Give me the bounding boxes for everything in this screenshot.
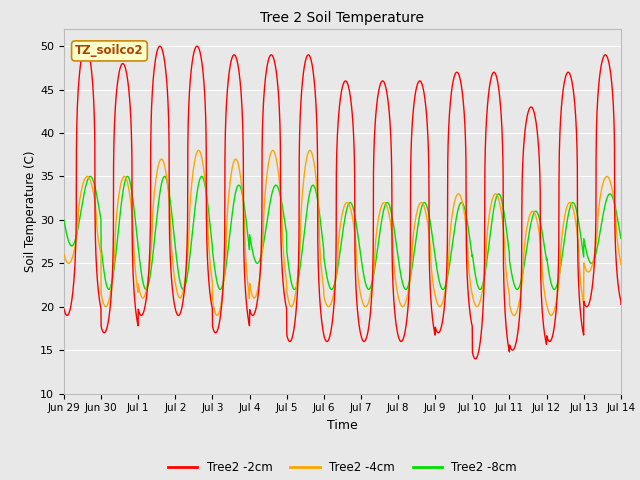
X-axis label: Time: Time: [327, 419, 358, 432]
Y-axis label: Soil Temperature (C): Soil Temperature (C): [24, 150, 37, 272]
Text: TZ_soilco2: TZ_soilco2: [75, 45, 144, 58]
Title: Tree 2 Soil Temperature: Tree 2 Soil Temperature: [260, 11, 424, 25]
Legend: Tree2 -2cm, Tree2 -4cm, Tree2 -8cm: Tree2 -2cm, Tree2 -4cm, Tree2 -8cm: [163, 456, 522, 479]
